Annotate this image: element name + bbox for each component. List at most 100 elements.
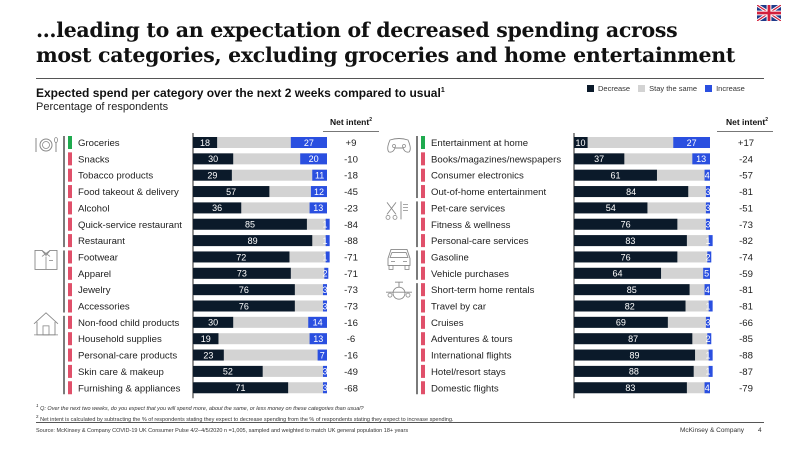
data-label-decrease: 89 [630,350,640,360]
negative-marker [421,152,425,166]
bar-increase [322,300,327,312]
bar-decrease [193,169,232,181]
negative-marker [68,315,72,329]
negative-marker [68,234,72,248]
data-label-decrease: 19 [201,334,211,344]
bar-decrease [574,300,686,312]
negative-marker [68,185,72,199]
negative-marker [421,381,425,395]
negative-marker [68,332,72,346]
negative-marker [68,217,72,231]
chart-subtitle: Expected spend per category over the nex… [36,86,445,100]
net-intent-value: -24 [739,154,754,165]
bar-decrease [193,284,295,296]
negative-marker [421,266,425,280]
data-label-decrease: 73 [237,269,247,279]
data-label-decrease: 64 [613,269,623,279]
negative-marker [421,299,425,313]
bar-decrease [193,235,313,247]
bar-decrease [193,202,242,214]
net-intent-value: -66 [739,318,753,329]
bar-increase [705,202,710,214]
net-intent-header-text: Net intent [330,117,370,127]
bar-decrease [193,137,218,148]
bar-stay-the-same [193,333,327,345]
data-label-increase: 13 [696,154,706,164]
data-label-increase: 11 [315,171,324,181]
net-intent-value: -71 [344,252,358,263]
data-label-decrease: 29 [207,171,217,181]
category-label: Non-food child products [78,318,180,329]
positive-marker [68,136,72,149]
house-icon [33,312,59,336]
category-label: Travel by car [431,302,487,313]
data-label-increase: 13 [313,203,323,213]
data-label-increase: 4 [705,383,710,393]
net-intent-header-right: Net intent2 [718,117,776,127]
bar-decrease [574,333,693,345]
bar-decrease [574,284,690,296]
bar-decrease [574,251,678,263]
bar-decrease [574,202,648,214]
footnote-2-text: Net intent is calculated by subtracting … [40,416,454,423]
negative-marker [68,250,72,264]
data-label-decrease: 54 [606,203,616,213]
negative-marker [421,168,425,182]
data-label-increase: 1 [322,236,327,246]
bar-stay-the-same [574,137,710,148]
net-intent-value: -79 [739,383,753,394]
footnote-1: 1 Q: Over the next two weeks, do you exp… [36,403,364,412]
data-label-decrease: 85 [627,285,637,295]
bar-increase [290,137,327,148]
net-intent-value: -49 [344,367,358,378]
negative-marker [421,217,425,231]
bar-increase [325,218,330,230]
data-label-increase: 2 [705,334,710,344]
category-label: Entertainment at home [431,138,528,149]
data-label-decrease: 30 [208,154,218,164]
data-label-increase: 1 [322,220,327,230]
brand-name: McKinsey & Company [680,427,744,434]
footer-divider [36,422,764,423]
data-label-decrease: 88 [629,367,639,377]
net-intent-value: +17 [738,138,754,149]
data-label-increase: 3 [705,318,710,328]
net-intent-value: -71 [344,269,358,280]
negative-marker [421,348,425,362]
bar-decrease [574,169,657,181]
data-label-decrease: 87 [628,334,638,344]
bar-increase [324,267,329,279]
category-label: Tobacco products [78,171,153,182]
bar-increase [322,284,327,296]
data-label-increase: 27 [304,138,314,148]
data-label-decrease: 18 [200,138,210,148]
category-label: Personal-care products [78,351,177,362]
data-label-decrease: 37 [594,154,604,164]
bar-decrease [574,218,678,230]
data-label-increase: 5 [704,269,709,279]
bar-increase [317,349,327,361]
legend-item-decrease: Decrease [587,84,630,93]
net-intent-value: -6 [347,334,356,345]
bar-decrease [574,267,662,279]
negative-marker [421,234,425,248]
airplane-icon [386,281,412,300]
data-label-increase: 3 [322,383,327,393]
legend-label-decrease: Decrease [598,84,631,93]
category-label: Groceries [78,138,120,149]
bar-increase [308,316,327,328]
clothing-icon [34,250,58,270]
uk-flag-icon [757,5,781,21]
category-label: Furnishing & appliances [78,383,181,394]
data-label-decrease: 10 [576,138,586,148]
negative-marker [68,152,72,166]
bar-decrease [574,382,687,394]
data-label-increase: 4 [705,171,710,181]
bar-decrease [193,300,295,312]
category-label: Accessories [78,302,130,313]
bar-increase [704,169,710,181]
bar-increase [705,218,710,230]
negative-marker [421,364,425,378]
negative-marker [68,348,72,362]
